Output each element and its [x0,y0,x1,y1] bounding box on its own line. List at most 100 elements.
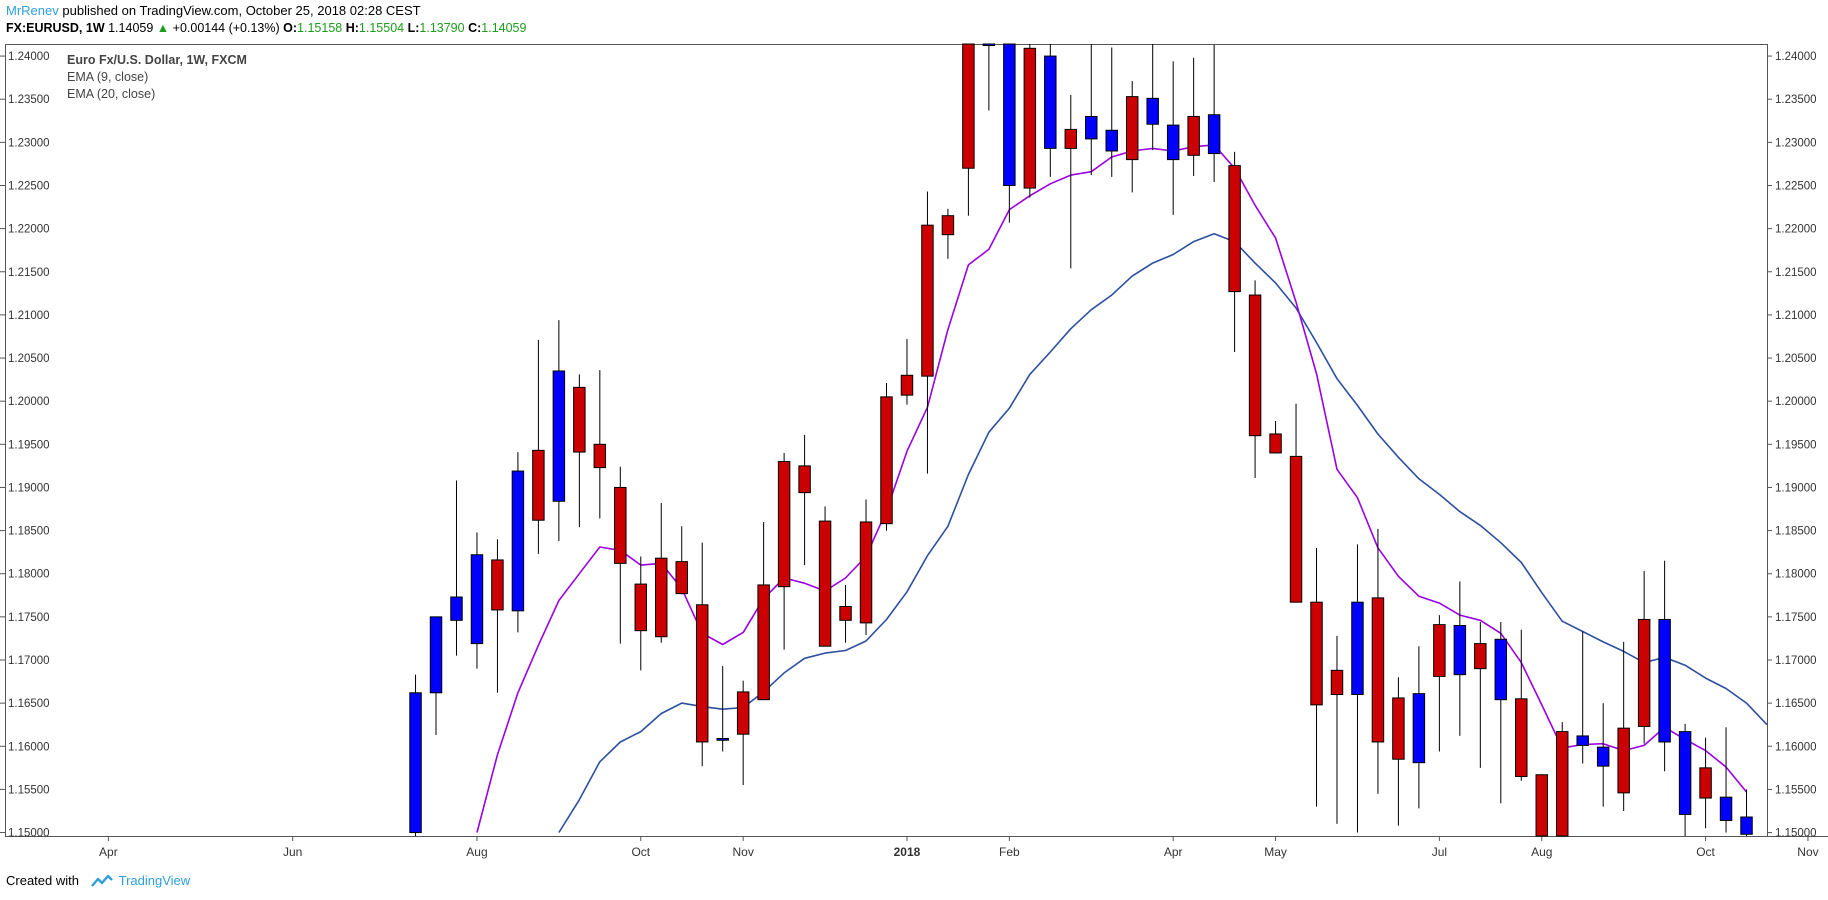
price-label-right: 1.22500 [1775,180,1817,192]
candle-body [1105,129,1118,152]
candle-body [511,470,525,612]
candle-body [470,554,484,645]
time-label: May [1264,845,1287,859]
candle [1392,677,1405,826]
author-link[interactable]: MrRenev [6,3,59,18]
high-label: H: [345,21,359,35]
candle-body [1637,618,1651,727]
open-value: 1.15158 [297,21,343,35]
candle-body [1023,47,1037,189]
low-value: 1.13790 [419,21,465,35]
candle [532,339,545,554]
time-label: Nov [732,845,753,859]
time-label: Aug [1531,845,1552,859]
candle-body [675,561,688,595]
candle-body [1187,115,1200,156]
candle [880,383,893,531]
legend-ema-20: EMA (20, close) [67,87,155,101]
candle-body [1494,638,1508,701]
price-label-right: 1.16000 [1775,741,1817,753]
candle-body [1699,767,1712,799]
price-label-left: 1.16500 [8,698,50,710]
candle [552,320,566,541]
tradingview-logo-icon [90,874,113,887]
candle [1330,635,1344,824]
candle-body [818,520,832,647]
price-label-left: 1.16000 [8,741,50,753]
candle-body [1330,669,1344,696]
price-label-left: 1.19500 [8,439,50,451]
candle [1248,280,1262,478]
price-label-right: 1.19500 [1775,439,1817,451]
candle-body [716,738,729,741]
price-axis[interactable]: 1.24000 1.24000 1.23500 1.23500 1.23000 1.230… [8,51,1817,839]
price-label-left: 1.15000 [8,828,50,840]
candle-body [777,461,791,588]
time-label: Aug [466,845,487,859]
candle-body [1269,433,1282,454]
candle-body [941,215,955,236]
candle [675,526,688,595]
price-label-right: 1.15000 [1775,828,1817,840]
time-label: Apr [99,845,118,859]
price-label-left: 1.23000 [8,137,50,149]
tradingview-link[interactable]: TradingView [118,873,191,888]
price-label-right: 1.17500 [1775,612,1817,624]
time-axis[interactable]: Apr Jun Aug Oct Nov 2018 Feb Apr May Jul Aug Oct Nov [99,845,1819,859]
created-with-label: Created with [6,873,79,888]
low-label: L: [407,21,420,35]
time-label: Oct [631,845,650,859]
candle-body [736,691,750,735]
candle [1515,629,1528,781]
candle [593,370,607,519]
candle [1555,722,1569,837]
candle-body [1453,624,1467,676]
candle-body [409,692,422,834]
candle [491,539,504,693]
candle [1576,631,1589,764]
candle-body [1289,455,1303,603]
candle [1166,61,1180,215]
up-arrow-icon: ▲ [156,21,170,35]
candle [1044,44,1057,177]
symbol-label[interactable]: FX:EURUSD, 1W [6,21,105,35]
ema-9-line [476,144,1748,833]
time-label: Oct [1696,845,1715,859]
quote-line: FX:EURUSD, 1W 1.14059 ▲ +0.00144 (+0.13%… [6,19,526,37]
candle-body [982,43,996,46]
candle [941,208,955,259]
candle [839,584,852,643]
price-change: +0.00144 (+0.13%) [172,21,280,35]
candle [1678,723,1692,836]
candles [409,43,1753,837]
candle-body [1474,643,1487,670]
candle-body [839,606,852,621]
time-label: Feb [999,845,1020,859]
price-label-right: 1.19000 [1775,482,1817,494]
price-label-left: 1.22000 [8,224,50,236]
legend-ema-9: EMA (9, close) [67,70,148,84]
candle [655,502,668,643]
candle-body [1433,624,1446,677]
tick-marks [0,55,1809,841]
candle [1412,646,1426,809]
candle-body [962,43,975,169]
candle-body [1412,693,1426,764]
candle-body [450,596,463,621]
candle [1228,151,1241,352]
candle [1371,528,1385,794]
price-label-right: 1.23000 [1775,137,1817,149]
candle-body [1515,698,1528,777]
price-label-right: 1.16500 [1775,698,1817,710]
candle [511,452,525,633]
candle [1023,44,1037,198]
candle-body [593,443,607,469]
candle-body [634,583,648,632]
candle [1125,81,1139,193]
candle [1351,544,1364,833]
candle-body [695,604,709,743]
candle-body [1125,96,1139,161]
time-label: Apr [1164,845,1183,859]
publish-header: MrRenev published on TradingView.com, Oc… [6,2,421,20]
